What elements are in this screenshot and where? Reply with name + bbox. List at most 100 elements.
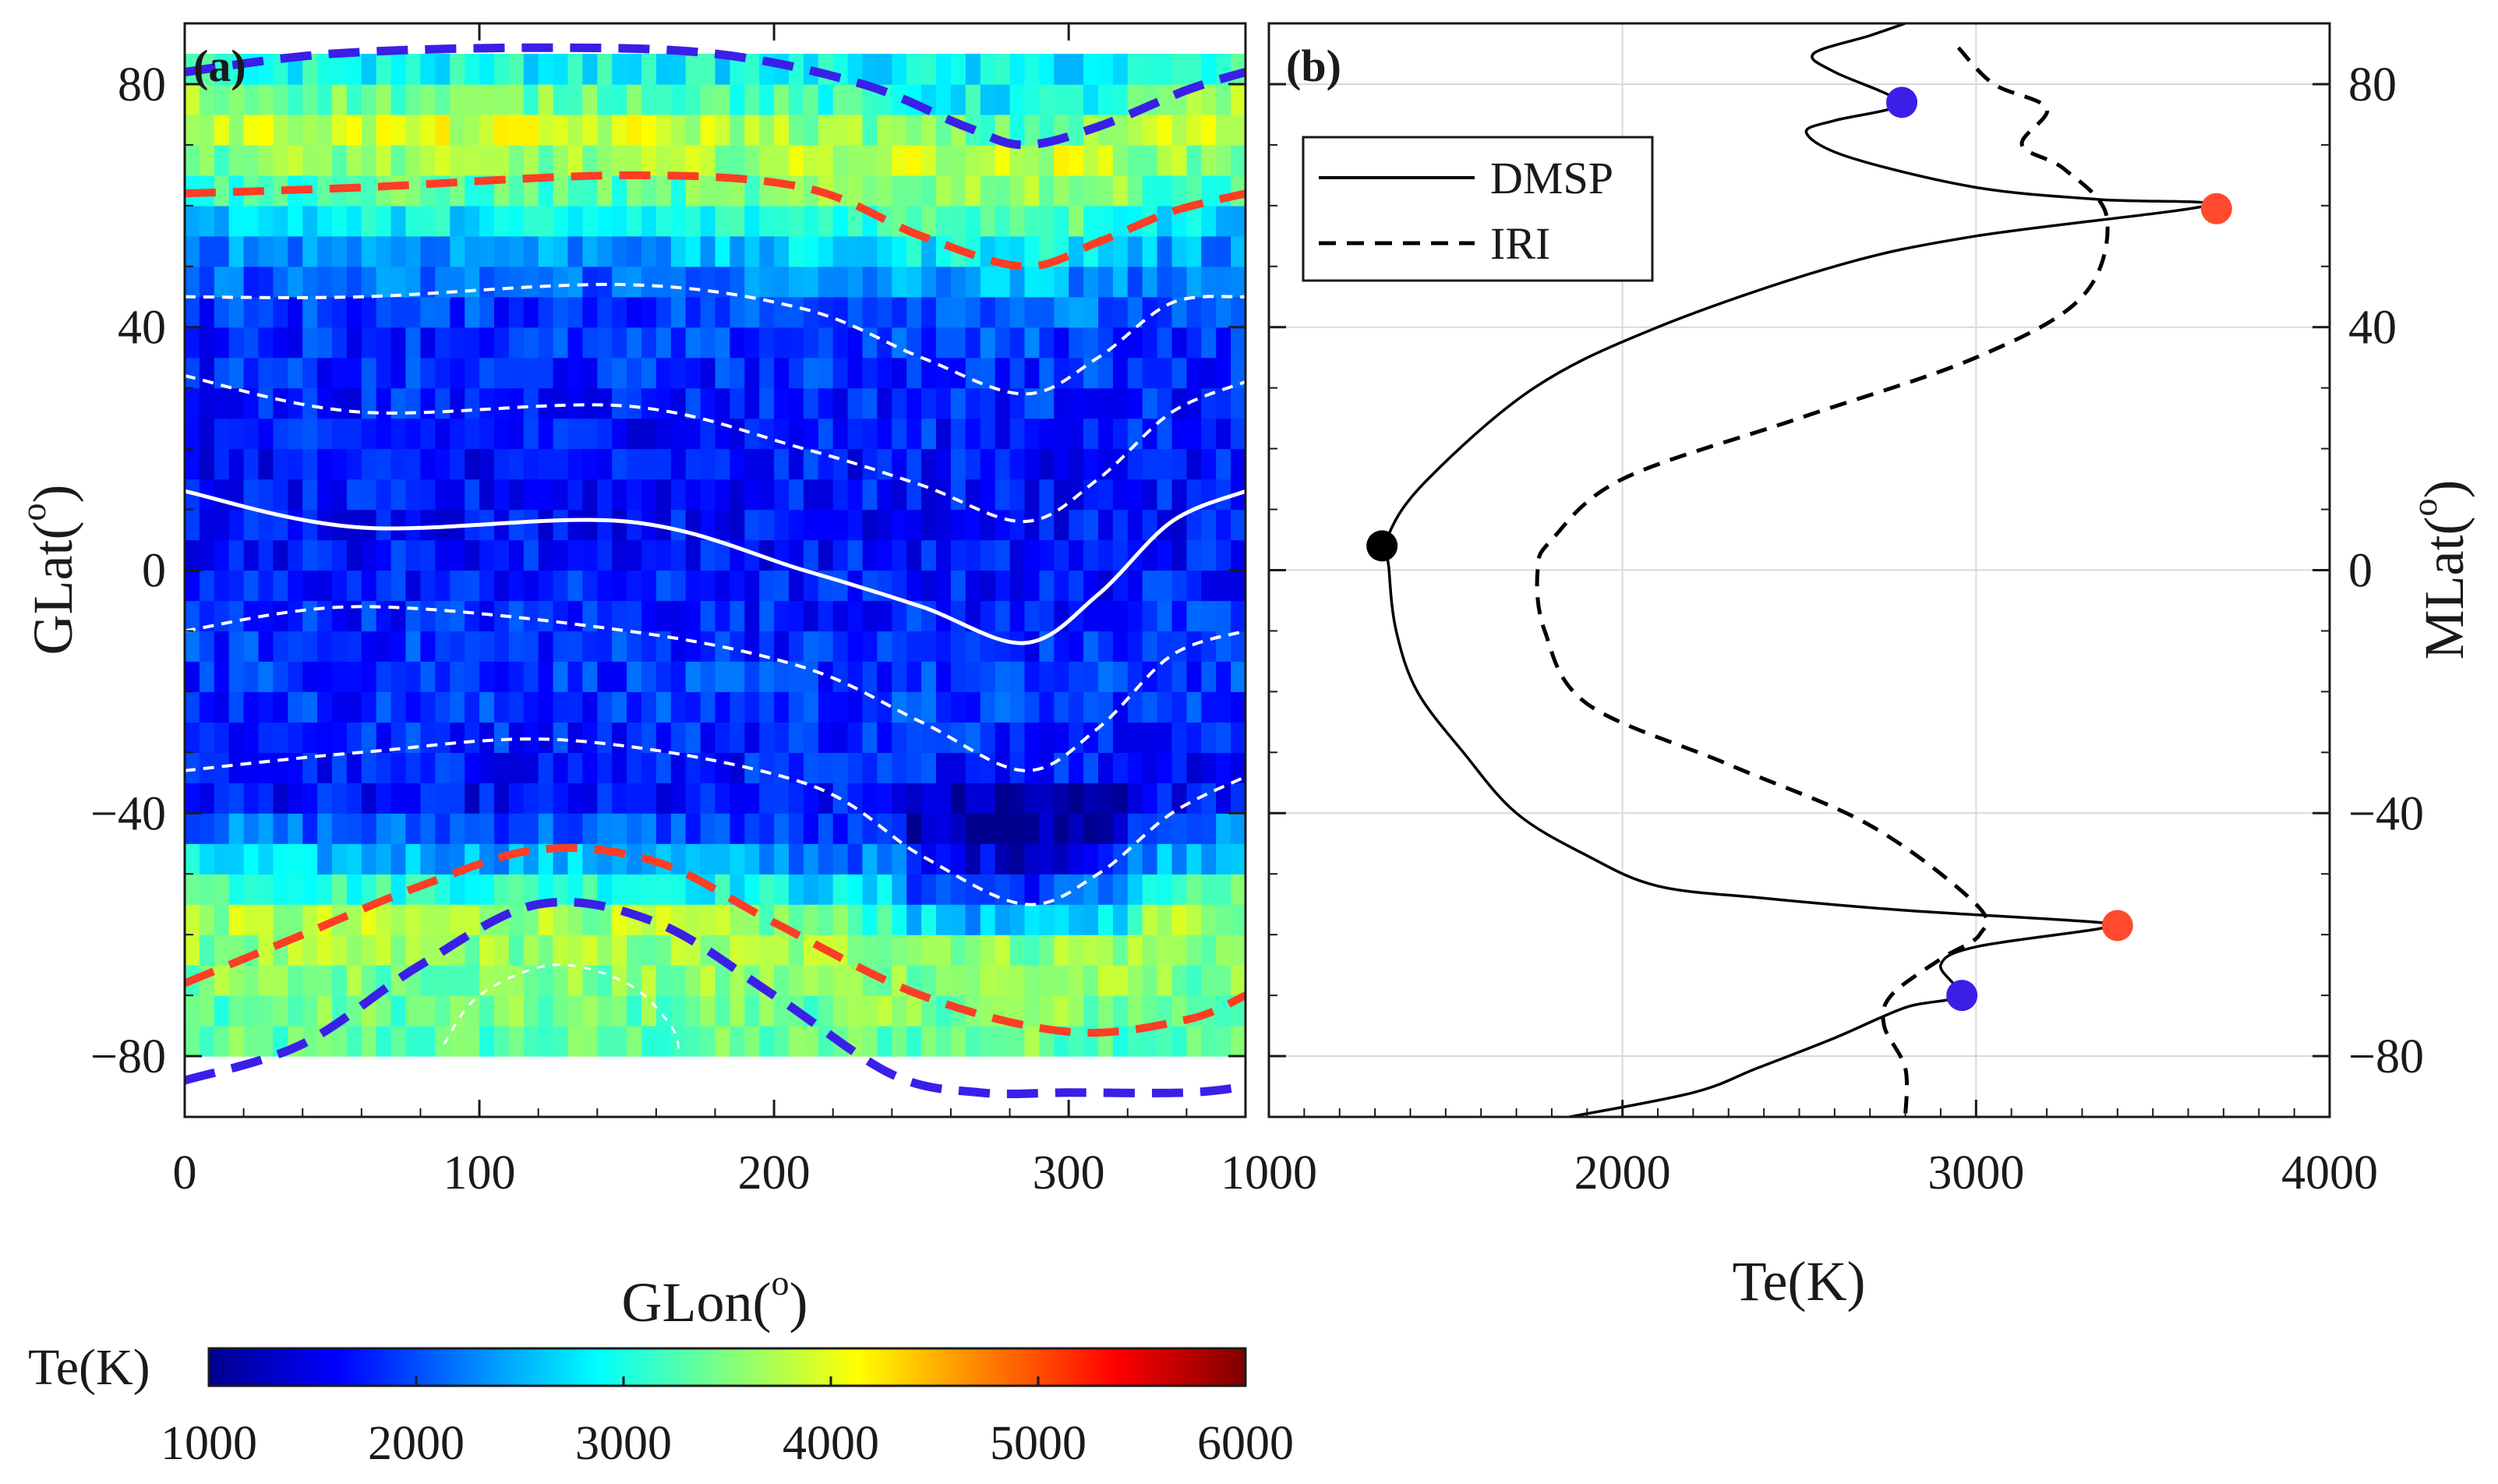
heatmap-cell	[950, 965, 966, 996]
heatmap-cell	[214, 175, 230, 207]
heatmap-cell	[1024, 570, 1040, 602]
heatmap-cell	[921, 54, 937, 85]
heatmap-cell	[214, 935, 230, 966]
heatmap-cell	[921, 357, 937, 389]
heatmap-cell	[627, 965, 642, 996]
heatmap-cell	[450, 144, 465, 176]
heatmap-cell	[1083, 175, 1099, 207]
heatmap-cell	[774, 296, 790, 328]
heatmap-cell	[655, 205, 672, 237]
heatmap-cell	[730, 1026, 745, 1057]
heatmap-cell	[185, 783, 200, 814]
heatmap-cell	[479, 83, 495, 115]
heatmap-cell	[862, 509, 878, 541]
heatmap-cell	[465, 539, 480, 571]
heatmap-cell	[494, 661, 510, 692]
heatmap-cell	[346, 235, 362, 267]
heatmap-cell	[538, 387, 554, 419]
heatmap-cell	[700, 479, 716, 511]
heatmap-cell	[405, 54, 421, 85]
heatmap-cell	[730, 357, 745, 389]
heatmap-cell	[1127, 1026, 1143, 1057]
heatmap-cell	[538, 296, 554, 328]
heatmap-cell	[1171, 54, 1187, 85]
heatmap-cell	[228, 904, 245, 935]
heatmap-cell	[1024, 722, 1040, 753]
heatmap-cell	[789, 813, 804, 844]
heatmap-cell	[1157, 266, 1173, 298]
heatmap-cell	[980, 752, 996, 783]
heatmap-cell	[1024, 813, 1040, 844]
heatmap-cell	[936, 661, 952, 692]
heatmap-cell	[921, 1026, 937, 1057]
heatmap-cell	[612, 691, 627, 723]
heatmap-cell	[862, 570, 878, 602]
heatmap-cell	[553, 327, 569, 359]
heatmap-cell	[1039, 661, 1055, 692]
heatmap-cell	[1201, 631, 1217, 662]
heatmap-cell	[862, 266, 878, 298]
heatmap-cell	[1171, 722, 1187, 753]
heatmap-cell	[553, 722, 569, 753]
heatmap-cell	[832, 144, 849, 176]
heatmap-cell	[877, 691, 892, 723]
heatmap-cell	[405, 175, 421, 207]
heatmap-cell	[877, 235, 892, 267]
heatmap-cell	[494, 783, 510, 814]
heatmap-cell	[1039, 296, 1055, 328]
heatmap-cell	[1083, 144, 1099, 176]
heatmap-cell	[1069, 631, 1084, 662]
heatmap-cell	[494, 631, 510, 662]
heatmap-cell	[1216, 114, 1231, 146]
heatmap-cell	[1171, 479, 1187, 511]
heatmap-cell	[1083, 296, 1099, 328]
heatmap-cell	[390, 813, 407, 844]
heatmap-cell	[228, 114, 245, 146]
heatmap-cell	[950, 600, 966, 632]
heatmap-cell	[288, 448, 303, 480]
heatmap-cell	[1098, 904, 1114, 935]
heatmap-cell	[1157, 752, 1173, 783]
heatmap-cell	[435, 479, 450, 511]
heatmap-cell	[435, 144, 450, 176]
heatmap-cell	[465, 448, 480, 480]
heatmap-cell	[538, 813, 554, 844]
heatmap-cell	[361, 144, 377, 176]
heatmap-cell	[523, 813, 539, 844]
heatmap-cell	[420, 144, 436, 176]
heatmap-cell	[523, 144, 539, 176]
heatmap-cell	[1157, 144, 1173, 176]
heatmap-cell	[1024, 357, 1040, 389]
heatmap-cell	[1157, 691, 1173, 723]
heatmap-cell	[1069, 448, 1084, 480]
heatmap-cell	[759, 874, 775, 905]
heatmap-cell	[847, 995, 864, 1026]
heatmap-cell	[332, 387, 348, 419]
heatmap-cell	[1083, 813, 1099, 844]
heatmap-cell	[818, 114, 834, 146]
heatmap-cell	[214, 874, 230, 905]
heatmap-cell	[921, 175, 937, 207]
heatmap-cell	[612, 570, 627, 602]
heatmap-cell	[332, 479, 348, 511]
heatmap-cell	[199, 539, 215, 571]
heatmap-cell	[803, 418, 819, 450]
heatmap-cell	[390, 327, 407, 359]
heatmap-cell	[1098, 448, 1114, 480]
heatmap-cell	[567, 235, 583, 267]
heatmap-cell	[670, 235, 687, 267]
heatmap-cell	[582, 387, 598, 419]
heatmap-cell	[317, 54, 333, 85]
heatmap-cell	[655, 54, 672, 85]
heatmap-cell	[832, 205, 849, 237]
heatmap-cell	[332, 631, 348, 662]
heatmap-cell	[936, 722, 952, 753]
heatmap-cell	[670, 965, 687, 996]
heatmap-cell	[921, 114, 937, 146]
heatmap-cell	[199, 479, 215, 511]
heatmap-cell	[302, 266, 318, 298]
heatmap-cell	[847, 631, 864, 662]
heatmap-cell	[1231, 631, 1245, 662]
heatmap-cell	[803, 327, 819, 359]
heatmap-cell	[538, 539, 554, 571]
